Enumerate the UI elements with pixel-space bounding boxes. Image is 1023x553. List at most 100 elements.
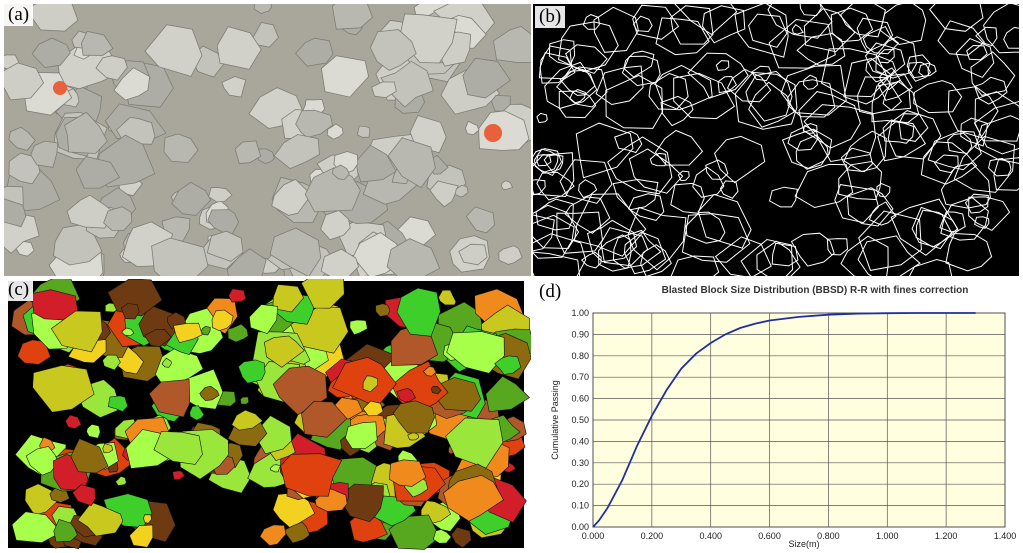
segmented-fragment bbox=[11, 511, 62, 544]
panel-label-d: (d) bbox=[535, 281, 566, 303]
edge-contour bbox=[559, 159, 613, 204]
edge-contour bbox=[649, 152, 667, 167]
edge-contour bbox=[834, 184, 880, 224]
edge-contour bbox=[748, 81, 795, 128]
segmented-fragment bbox=[238, 359, 266, 384]
rock bbox=[269, 227, 322, 276]
segmented-fragment bbox=[189, 405, 205, 421]
edge-contour bbox=[580, 251, 602, 269]
edge-contour bbox=[918, 62, 937, 77]
edge-contour bbox=[968, 196, 1011, 232]
segmented-fragment bbox=[264, 335, 305, 368]
edge-contour bbox=[988, 157, 1012, 177]
rock-photo bbox=[4, 4, 531, 276]
edge-contour bbox=[974, 91, 1019, 142]
edge-contour bbox=[898, 113, 929, 142]
segmented-fragment bbox=[231, 409, 264, 431]
edge-contour bbox=[966, 44, 988, 61]
edge-contour bbox=[920, 141, 978, 185]
edge-contour bbox=[865, 55, 897, 83]
edge-contour bbox=[623, 50, 655, 78]
edge-contour bbox=[973, 101, 1019, 155]
y-tick-label: 0.20 bbox=[571, 479, 589, 489]
edge-contour bbox=[929, 4, 984, 32]
segmented-fragment bbox=[445, 417, 504, 469]
segmented-fragment bbox=[388, 514, 441, 550]
edge-contour bbox=[1003, 26, 1019, 49]
rock bbox=[103, 206, 133, 231]
y-tick-label: 0.50 bbox=[571, 415, 589, 425]
segmented-fragment bbox=[443, 474, 505, 522]
segmented-fragment bbox=[272, 284, 304, 313]
edge-contour bbox=[612, 178, 659, 211]
edge-contour bbox=[734, 4, 789, 58]
edge-contour bbox=[654, 64, 713, 111]
edge-contour bbox=[795, 134, 829, 170]
rock bbox=[326, 123, 344, 140]
edge-contour bbox=[993, 158, 1019, 191]
segmented-fragment bbox=[396, 387, 416, 403]
segmented-fragment bbox=[143, 514, 152, 524]
rock bbox=[66, 194, 115, 229]
rock bbox=[75, 156, 120, 189]
rock bbox=[320, 210, 351, 241]
rock bbox=[31, 37, 71, 68]
rock bbox=[81, 30, 114, 56]
edge-contour bbox=[654, 129, 704, 166]
rock bbox=[206, 230, 244, 262]
edge-contour bbox=[578, 179, 598, 199]
x-tick-label: 0.400 bbox=[699, 531, 722, 541]
edge-contour bbox=[533, 179, 546, 196]
edge-contour bbox=[670, 5, 714, 45]
edge-contour bbox=[719, 180, 739, 199]
segmented-fragment bbox=[228, 288, 247, 303]
edge-contour bbox=[768, 18, 836, 69]
size-distribution-panel: Blasted Block Size Distribution (BBSD) R… bbox=[533, 279, 1019, 550]
rock bbox=[490, 94, 511, 112]
segmented-fragment bbox=[211, 309, 234, 332]
segmented-fragment bbox=[172, 470, 185, 481]
segmented-fragment bbox=[173, 322, 203, 344]
edge-contour bbox=[826, 238, 849, 256]
rock bbox=[30, 140, 59, 168]
edge-contour bbox=[600, 227, 649, 267]
edge-contour bbox=[726, 68, 772, 103]
edge-contour bbox=[533, 148, 563, 177]
edge-contour bbox=[876, 183, 891, 198]
edge-contour bbox=[933, 154, 959, 174]
segmented-fragment bbox=[107, 279, 163, 317]
rock bbox=[295, 109, 334, 139]
segmented-fragment bbox=[86, 423, 101, 439]
edge-contour bbox=[623, 231, 667, 275]
segmented-fragment bbox=[50, 310, 103, 353]
y-tick-label: 0.10 bbox=[571, 501, 589, 511]
segmented-fragment bbox=[32, 365, 95, 413]
segmented-fragment bbox=[102, 354, 121, 371]
edge-contour bbox=[973, 76, 1008, 105]
rock bbox=[492, 25, 531, 63]
edge-contour bbox=[558, 21, 619, 73]
edge-contour bbox=[877, 48, 895, 64]
edge-contour bbox=[714, 135, 766, 184]
edge-contour bbox=[539, 52, 576, 84]
rock bbox=[320, 55, 370, 98]
edge-contour bbox=[858, 210, 922, 271]
rock bbox=[458, 243, 488, 266]
edge-contour bbox=[769, 186, 798, 208]
edge-contour bbox=[771, 242, 799, 267]
segmented-fragment bbox=[249, 304, 279, 335]
y-tick-label: 0.70 bbox=[571, 372, 589, 382]
edge-contour bbox=[975, 26, 998, 47]
rock bbox=[271, 178, 310, 216]
rock-photo-panel: (a) bbox=[4, 4, 531, 276]
edge-contour bbox=[803, 7, 856, 53]
rock bbox=[221, 76, 247, 98]
segmented-fragment bbox=[446, 331, 505, 374]
edge-contour bbox=[558, 90, 597, 119]
edge-contour bbox=[660, 95, 694, 127]
segmented-fragment bbox=[65, 414, 82, 429]
segmented-fragment bbox=[362, 400, 384, 417]
edge-contour bbox=[756, 240, 801, 276]
edge-contour bbox=[879, 4, 927, 46]
segmented-fragment bbox=[280, 453, 343, 497]
